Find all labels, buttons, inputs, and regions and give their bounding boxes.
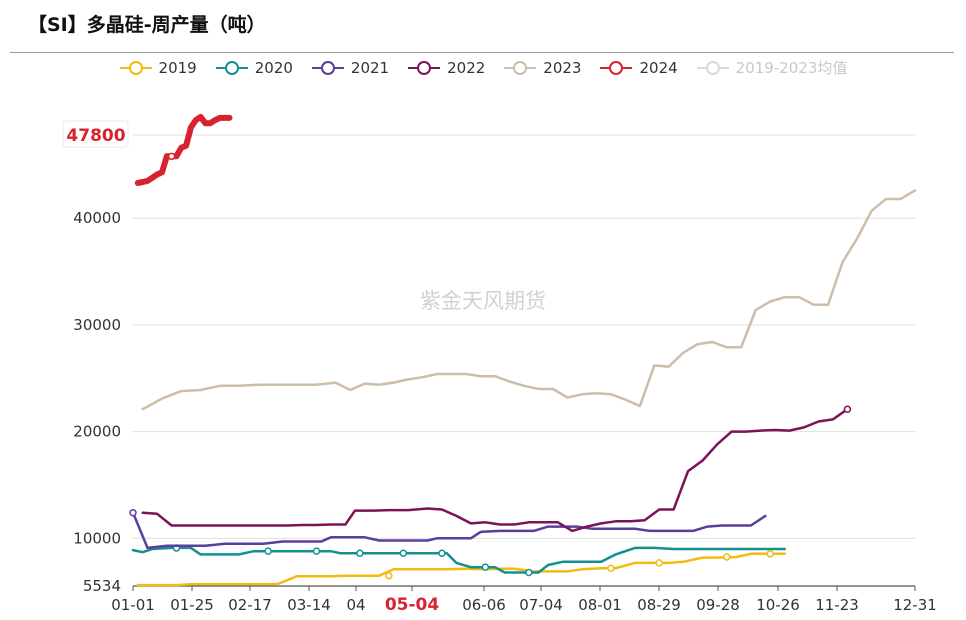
series-marker-2020-3 [356, 549, 364, 558]
legend-item-2019[interactable]: 2019 [119, 57, 197, 78]
x-tick-label-05-04: 05-04 [385, 595, 440, 615]
legend-item-2019-2023均值[interactable]: 2019-2023均值 [696, 57, 848, 78]
legend-label: 2021 [350, 58, 390, 77]
y-min-label: 5534 [83, 577, 121, 595]
legend-item-2023[interactable]: 2023 [503, 57, 581, 78]
series-marker-2019-0 [385, 571, 393, 580]
series-marker-2019-1 [607, 564, 615, 572]
series-marker-2020-2 [312, 547, 321, 555]
legend-label: 2019-2023均值 [735, 59, 848, 77]
x-tick-label-09-28: 09-28 [696, 596, 740, 614]
chart-legend: 2019 2020 2021 2022 2023 2024 2019-2023均值 [0, 57, 966, 78]
legend-label: 2023 [543, 58, 582, 77]
legend-label: 2024 [639, 58, 678, 77]
y-tick-label-20000: 20000 [73, 423, 121, 441]
x-tick-label-02-17: 02-17 [228, 596, 272, 614]
legend-symbol-icon [215, 60, 248, 75]
y-tick-label-30000: 30000 [73, 316, 121, 334]
x-tick-label-04: 04 [346, 596, 365, 614]
series-marker-2021-0 [129, 508, 137, 517]
series-line-2019 [136, 552, 786, 587]
series-marker-2022-0 [843, 405, 852, 413]
legend-item-2020[interactable]: 2020 [215, 57, 293, 78]
series-line-2020 [131, 546, 786, 574]
legend-symbol-icon [408, 60, 441, 75]
series-line-2023 [141, 189, 917, 411]
x-tick-label-11-23: 11-23 [815, 596, 859, 614]
legend-symbol-icon [311, 60, 344, 75]
chart-title: 【SI】多晶硅-周产量（吨） [28, 14, 266, 36]
legend-symbol-icon [504, 60, 537, 75]
series-marker-2020-7 [525, 568, 533, 577]
series-marker-2020-5 [438, 549, 446, 558]
series-line-2022 [141, 407, 849, 533]
x-tick-label-07-04: 07-04 [519, 596, 563, 614]
x-tick-label-08-01: 08-01 [578, 596, 622, 614]
series-marker-2019-3 [722, 553, 731, 561]
legend-item-2024[interactable]: 2024 [599, 57, 678, 78]
x-tick-label-01-01: 01-01 [111, 596, 155, 614]
legend-item-2021[interactable]: 2021 [311, 57, 389, 78]
max-value-box [62, 120, 129, 148]
series-marker-2019-2 [655, 559, 663, 567]
legend-label: 2022 [447, 58, 486, 77]
series-marker-2020-4 [399, 549, 408, 558]
legend-label: 2019 [158, 58, 197, 77]
x-tick-label-10-26: 10-26 [756, 596, 800, 614]
series-line-2021 [131, 511, 767, 550]
x-tick-label-03-14: 03-14 [287, 596, 331, 614]
series-line-2024 [134, 113, 233, 186]
series-marker-2019-4 [766, 550, 774, 558]
legend-symbol-icon [119, 60, 152, 75]
y-max-label: 47800 [66, 126, 125, 146]
series-marker-2024-0 [167, 152, 176, 161]
x-tick-label-01-25: 01-25 [170, 596, 214, 614]
title-divider [10, 52, 954, 53]
x-tick-label-08-29: 08-29 [637, 596, 681, 614]
series-marker-2020-6 [481, 563, 490, 571]
x-tick-label-12-31: 12-31 [893, 596, 937, 614]
legend-item-2022[interactable]: 2022 [407, 57, 485, 78]
y-tick-label-10000: 10000 [73, 529, 121, 547]
watermark: 紫金天风期货 [420, 289, 546, 313]
legend-symbol-icon [600, 60, 633, 75]
series-marker-2020-1 [264, 547, 272, 555]
x-tick-label-06-06: 06-06 [462, 596, 506, 614]
legend-label: 2020 [254, 58, 293, 77]
legend-symbol-icon [696, 60, 729, 75]
y-tick-label-40000: 40000 [73, 209, 121, 227]
